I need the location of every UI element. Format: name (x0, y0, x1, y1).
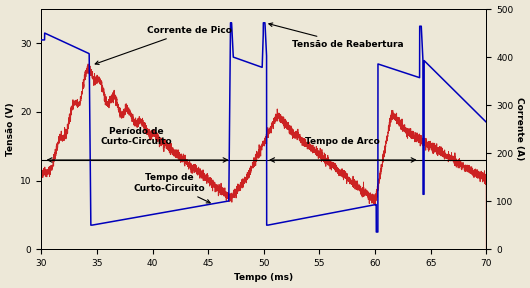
Text: Tensão de Reabertura: Tensão de Reabertura (269, 23, 403, 49)
Y-axis label: Tensão (V): Tensão (V) (5, 102, 14, 156)
Text: Corrente de Pico: Corrente de Pico (95, 26, 232, 65)
Text: Tempo de Arco: Tempo de Arco (305, 137, 380, 146)
Text: Período de
Curto-Circuito: Período de Curto-Circuito (100, 127, 172, 146)
Y-axis label: Corrente (A): Corrente (A) (516, 97, 525, 161)
Text: Tempo de
Curto-Circuito: Tempo de Curto-Circuito (134, 173, 210, 203)
X-axis label: Tempo (ms): Tempo (ms) (234, 273, 294, 283)
